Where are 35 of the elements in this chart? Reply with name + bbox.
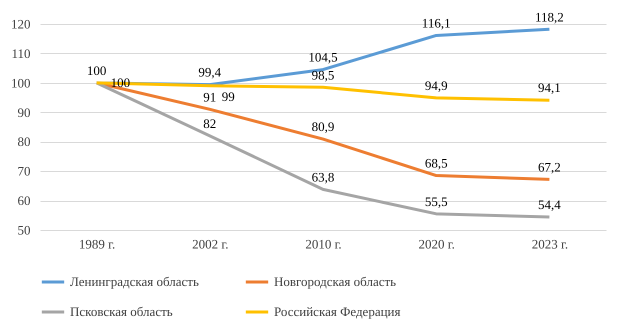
x-tick-label: 2010 г. <box>305 236 342 252</box>
data-label: 100 <box>110 74 130 90</box>
y-tick-label: 120 <box>11 16 30 32</box>
y-tick-label: 100 <box>11 75 30 90</box>
data-label: 55,5 <box>424 194 448 209</box>
data-label: 67,2 <box>538 159 561 174</box>
y-tick-label: 80 <box>18 134 30 150</box>
data-label: 116,1 <box>422 15 451 30</box>
x-tick-label: 2020 г. <box>418 236 455 252</box>
y-tick-label: 70 <box>18 164 30 179</box>
legend-label: Псковская область <box>70 304 173 319</box>
x-tick-label: 2002 г. <box>192 236 228 252</box>
data-label: 104,5 <box>308 50 338 65</box>
y-tick-label: 50 <box>18 222 30 238</box>
x-tick-label: 1989 г. <box>78 236 116 252</box>
y-tick-label: 90 <box>18 104 30 120</box>
data-label: 91 <box>203 89 216 104</box>
data-label: 98,5 <box>312 67 334 82</box>
y-tick-label: 60 <box>18 193 30 208</box>
data-label: 94,1 <box>538 80 561 96</box>
data-label: 82 <box>203 116 216 131</box>
y-tick-label: 110 <box>11 46 30 61</box>
data-label: 100 <box>86 62 106 78</box>
data-label: 80,9 <box>312 119 334 134</box>
data-label: 68,5 <box>424 156 448 171</box>
data-label: 54,4 <box>538 197 562 212</box>
data-label: 118,2 <box>535 9 564 24</box>
x-tick-label: 2023 г. <box>532 236 568 252</box>
data-label: 94,9 <box>424 78 448 93</box>
data-label: 99,4 <box>198 64 222 80</box>
legend-label: Новгородская область <box>274 274 396 289</box>
data-label: 63,8 <box>312 169 334 184</box>
legend-label: Ленинградская область <box>70 274 199 289</box>
data-label: 99 <box>222 88 235 104</box>
legend-label: Российская Федерация <box>274 304 401 319</box>
